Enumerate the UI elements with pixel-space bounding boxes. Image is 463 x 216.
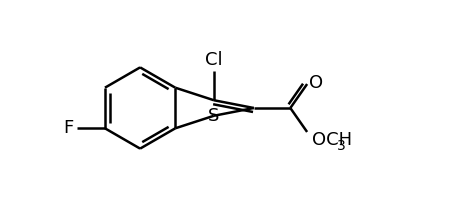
Text: Cl: Cl (205, 51, 223, 69)
Text: OCH: OCH (312, 130, 352, 149)
Text: S: S (208, 107, 219, 125)
Text: 3: 3 (337, 139, 346, 153)
Text: O: O (309, 73, 323, 92)
Text: F: F (63, 119, 73, 137)
